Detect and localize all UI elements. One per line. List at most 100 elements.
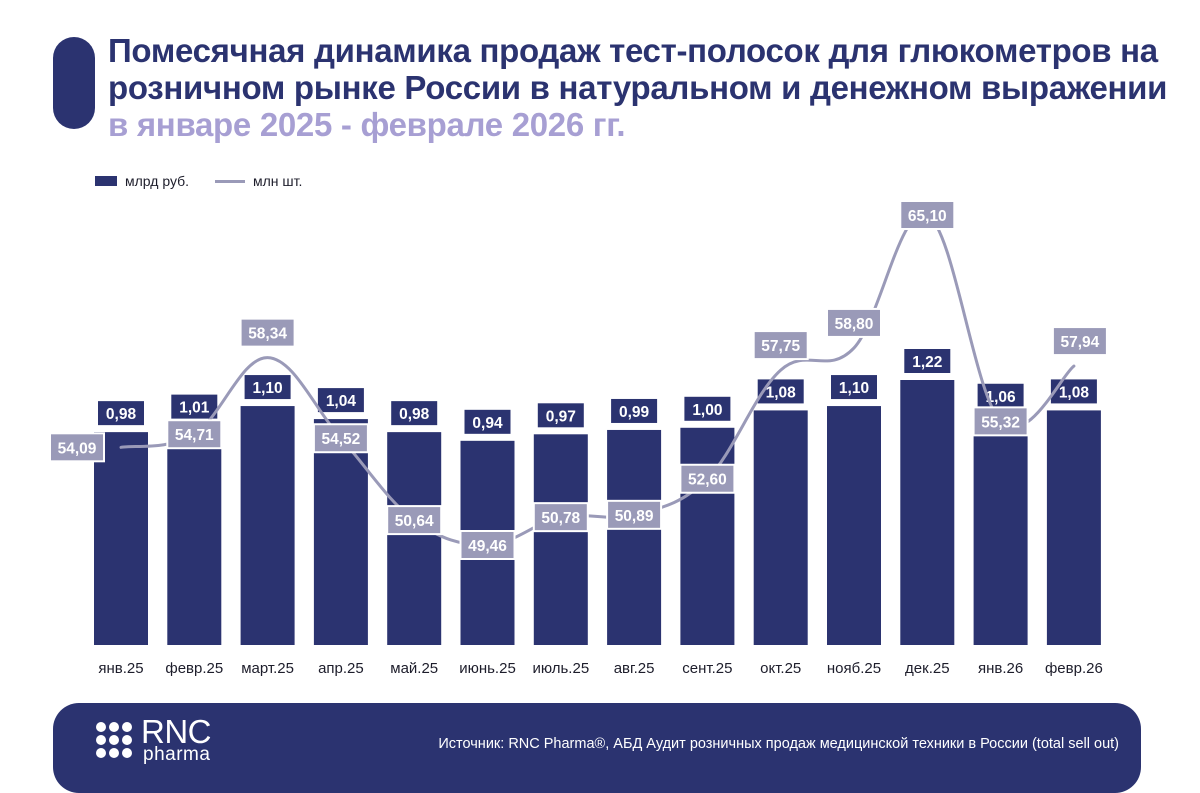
- x-tick-label-6: июль.25: [532, 660, 589, 677]
- legend-bar-label: млрд руб.: [125, 173, 190, 189]
- x-tick-label-1: февр.25: [165, 660, 223, 677]
- bar-label-2: 1,10: [253, 380, 283, 397]
- logo-dot: [109, 748, 119, 758]
- logo-dot: [109, 722, 119, 732]
- bars-layer: [94, 380, 1101, 645]
- bar-label-box-1: [169, 392, 220, 421]
- footer-banner: RNC pharma Источник: RNC Pharma®, АБД Ау…: [53, 703, 1141, 793]
- x-tick-label-7: авг.25: [614, 660, 655, 677]
- line-label-11: 65,10: [908, 208, 947, 225]
- line-label-5: 49,46: [468, 538, 507, 555]
- x-tick-label-8: сент.25: [682, 660, 732, 677]
- bar-label-12: 1,06: [986, 389, 1017, 406]
- x-tick-label-10: нояб.25: [827, 660, 881, 677]
- logo-dot: [122, 748, 132, 758]
- bar-label-0: 0,98: [106, 406, 137, 423]
- rnc-logo-dots-icon: [96, 722, 132, 758]
- bar-label-1: 1,01: [179, 400, 210, 417]
- x-tick-label-13: февр.26: [1045, 660, 1103, 677]
- bar-9: [753, 410, 808, 645]
- line-label-box-0: [49, 432, 105, 463]
- line-label-box-7: [606, 499, 663, 530]
- line-label-box-12: [972, 406, 1029, 437]
- bar-label-box-11: [902, 347, 953, 375]
- logo-dot: [96, 735, 106, 745]
- bar-8: [680, 427, 735, 645]
- bar-label-5: 0,94: [472, 415, 503, 432]
- bar-label-10: 1,10: [839, 380, 869, 397]
- x-tick-label-9: окт.25: [760, 660, 801, 677]
- bar-label-box-10: [829, 373, 879, 402]
- legend-bar-swatch: [95, 176, 117, 186]
- bar-label-box-8: [682, 394, 733, 423]
- line-label-box-8: [679, 463, 736, 494]
- line-label-12: 55,32: [981, 414, 1020, 431]
- bar-6: [533, 434, 588, 645]
- title-highlight: в январе 2025 - феврале 2026 гг.: [108, 106, 626, 143]
- bar-label-box-5: [462, 407, 513, 436]
- line-labels-layer: 54,09 54,71 58,34 54,52 50,64 49,46 50,78 50,89…: [49, 200, 1108, 560]
- line-label-2: 58,34: [248, 326, 287, 343]
- legend: млрд руб. млн шт.: [95, 172, 302, 190]
- bar-11: [900, 380, 955, 645]
- x-tick-label-4: май.25: [390, 660, 438, 677]
- bar-label-13: 1,08: [1059, 384, 1090, 401]
- line-label-1: 54,71: [175, 427, 214, 444]
- title-accent-pill: [53, 37, 95, 129]
- bar-label-3: 1,04: [326, 393, 357, 410]
- logo-dot: [122, 735, 132, 745]
- bar-7: [607, 429, 662, 645]
- bar-labels-layer: 0,98 1,01 1,10 1,04 0,98 0,94 0,97 0,99 1,00 1,08…: [96, 347, 1099, 436]
- line-label-box-13: [1051, 326, 1108, 357]
- bar-label-box-6: [535, 401, 586, 430]
- line-label-box-5: [459, 530, 516, 560]
- bar-13: [1046, 410, 1101, 645]
- line-label-box-9: [752, 330, 809, 361]
- x-tick-label-5: июнь.25: [459, 660, 516, 677]
- bar-label-9: 1,08: [766, 384, 797, 401]
- combo-chart: 0,98 1,01 1,10 1,04 0,98 0,94 0,97 0,99 1,00 1,08…: [49, 200, 1108, 677]
- bar-3: [313, 419, 368, 645]
- logo-rnc-text: RNC: [141, 713, 212, 750]
- line-label-7: 50,89: [615, 508, 654, 525]
- bar-10: [827, 406, 881, 645]
- legend-line-swatch: [215, 179, 246, 183]
- logo-dot: [122, 722, 132, 732]
- line-label-box-3: [312, 423, 369, 454]
- bar-0: [94, 432, 148, 645]
- bar-label-box-13: [1048, 377, 1099, 406]
- line-label-box-1: [166, 419, 223, 450]
- x-tick-label-0: янв.25: [98, 660, 143, 677]
- source-note: Источник: RNC Pharma®, АБД Аудит розничн…: [438, 736, 1119, 752]
- x-axis-labels: янв.25 февр.25 март.25 апр.25 май.25 июнь.25 и…: [98, 660, 1102, 677]
- bar-label-box-4: [389, 399, 440, 428]
- bar-label-box-0: [96, 399, 146, 428]
- line-label-4: 50,64: [395, 513, 434, 530]
- line-label-10: 58,80: [835, 316, 874, 333]
- bar-label-6: 0,97: [546, 408, 576, 425]
- line-label-9: 57,75: [761, 338, 800, 355]
- bar-label-7: 0,99: [619, 404, 650, 421]
- bar-label-box-3: [315, 386, 366, 415]
- bar-4: [387, 432, 442, 645]
- line-label-box-2: [239, 317, 296, 348]
- x-tick-label-2: март.25: [241, 660, 294, 677]
- line-label-box-10: [826, 307, 882, 338]
- line-label-6: 50,78: [541, 510, 580, 527]
- chart-title: Помесячная динамика продаж тест-полосок …: [108, 32, 1188, 143]
- logo-dot: [109, 735, 119, 745]
- x-tick-label-11: дек.25: [905, 660, 950, 677]
- legend-line-label: млн шт.: [253, 173, 303, 189]
- line-label-8: 52,60: [688, 472, 727, 489]
- line-label-box-6: [532, 502, 589, 533]
- logo-dot: [96, 722, 106, 732]
- bar-label-box-2: [242, 373, 293, 402]
- logo-pharma-text: pharma: [143, 744, 211, 765]
- line-label-3: 54,52: [322, 431, 361, 448]
- line-label-13: 57,94: [1061, 334, 1100, 351]
- bar-label-4: 0,98: [399, 406, 430, 423]
- bar-label-8: 1,00: [692, 402, 722, 419]
- bar-1: [167, 425, 222, 645]
- line-label-0: 54,09: [58, 440, 97, 457]
- logo-dot: [96, 748, 106, 758]
